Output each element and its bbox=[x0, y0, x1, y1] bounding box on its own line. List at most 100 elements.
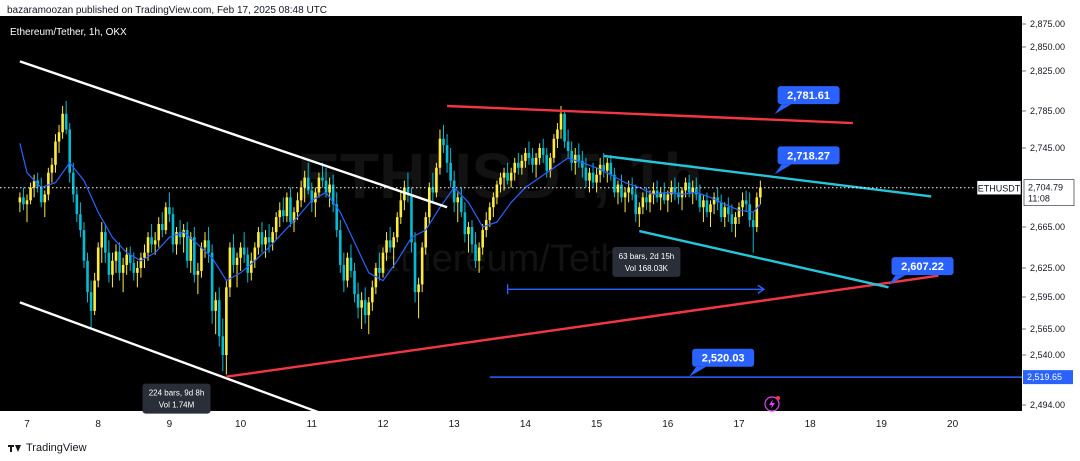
candle bbox=[54, 134, 57, 173]
candle bbox=[502, 167, 506, 191]
candle-body bbox=[666, 194, 670, 201]
candle bbox=[509, 167, 513, 188]
candle bbox=[139, 252, 143, 278]
candle-body bbox=[420, 247, 424, 285]
candle bbox=[114, 244, 118, 273]
candle bbox=[260, 222, 264, 253]
time-tick-label: 10 bbox=[235, 419, 247, 430]
price-callout-box bbox=[777, 146, 840, 165]
time-tick-label: 17 bbox=[733, 419, 745, 430]
candle-body bbox=[114, 251, 118, 261]
candle-body bbox=[29, 187, 32, 201]
candle-body bbox=[207, 240, 210, 253]
candle-body bbox=[381, 252, 385, 273]
candle-body bbox=[271, 232, 274, 243]
candle-body bbox=[200, 247, 203, 271]
candle bbox=[452, 170, 456, 213]
price-tick-label: 2,785.00 bbox=[1030, 106, 1065, 116]
candle bbox=[552, 134, 556, 163]
candle-body bbox=[524, 152, 527, 161]
price-tick-label: 2,745.00 bbox=[1030, 143, 1065, 153]
candle-body bbox=[168, 207, 171, 215]
candle-body bbox=[121, 264, 125, 273]
candle-body bbox=[445, 145, 449, 163]
candle-body bbox=[449, 162, 452, 181]
candle bbox=[506, 162, 509, 185]
candle bbox=[420, 242, 424, 293]
candle bbox=[175, 227, 178, 255]
candle bbox=[516, 152, 520, 175]
candle-body bbox=[442, 138, 445, 146]
price-axis: 2,875.00 2,850.00 2,825.00 2,785.00 2,745.00… bbox=[1022, 19, 1075, 410]
candle bbox=[456, 192, 460, 223]
candle-body bbox=[282, 210, 285, 217]
lightning-icon[interactable] bbox=[764, 396, 780, 412]
last-price-countdown: 11:08 bbox=[1028, 194, 1050, 204]
candle bbox=[744, 190, 748, 213]
candle bbox=[331, 174, 335, 213]
candle bbox=[249, 252, 253, 281]
chart-area[interactable]: ETHUSDT, 1h Ethereum/Tether Ethereum/Tet… bbox=[0, 16, 1080, 436]
candle-body bbox=[264, 237, 267, 245]
candle bbox=[410, 187, 413, 253]
candle bbox=[285, 192, 289, 223]
candle-body bbox=[39, 186, 43, 203]
candle-body bbox=[356, 294, 360, 308]
time-tick-label: 18 bbox=[805, 419, 817, 430]
candle bbox=[570, 141, 573, 171]
candle-body bbox=[335, 204, 339, 231]
candle-body bbox=[96, 247, 100, 281]
candle bbox=[577, 143, 581, 168]
candle-body bbox=[228, 247, 232, 288]
candle-body bbox=[68, 129, 72, 173]
candle bbox=[75, 187, 79, 223]
candle bbox=[620, 174, 623, 203]
candle-body bbox=[221, 336, 225, 355]
candle-body bbox=[374, 268, 378, 288]
candle-body bbox=[321, 177, 324, 181]
candle-body bbox=[662, 192, 666, 201]
candle bbox=[346, 252, 349, 288]
price-tick-label: 2,565.00 bbox=[1030, 324, 1065, 334]
candle bbox=[185, 222, 189, 268]
candle bbox=[595, 167, 598, 193]
candle-body bbox=[267, 237, 271, 243]
horizontal-level-value: 2,519.65 bbox=[1027, 372, 1062, 382]
candle bbox=[460, 187, 463, 218]
candle-body bbox=[296, 200, 299, 213]
candle-body bbox=[698, 194, 702, 208]
candle bbox=[335, 192, 339, 238]
candle bbox=[264, 230, 267, 258]
candle bbox=[68, 123, 72, 183]
candle bbox=[566, 129, 570, 158]
candle-body bbox=[677, 192, 680, 198]
candle bbox=[57, 124, 61, 153]
candle-body bbox=[556, 129, 559, 139]
candle bbox=[605, 157, 609, 183]
candle bbox=[534, 152, 538, 178]
price-callout-box bbox=[692, 348, 755, 367]
candle-body bbox=[702, 200, 705, 208]
candle-body bbox=[492, 197, 495, 208]
candle bbox=[289, 187, 292, 227]
candle bbox=[214, 292, 217, 335]
candle-body bbox=[431, 187, 435, 193]
candle bbox=[164, 202, 168, 235]
candle bbox=[225, 280, 228, 375]
candle bbox=[150, 224, 153, 253]
candle-body bbox=[171, 214, 175, 245]
candle-body bbox=[93, 280, 96, 311]
range-info-volume: Vol 168.03K bbox=[625, 264, 669, 273]
candle-body bbox=[338, 230, 342, 265]
candle bbox=[716, 187, 719, 211]
candle-body bbox=[139, 257, 143, 268]
time-axis-background bbox=[0, 411, 1080, 436]
chart-svg[interactable]: ETHUSDT, 1h Ethereum/Tether Ethereum/Tet… bbox=[0, 16, 1080, 436]
trendlines-layer bbox=[19, 60, 939, 422]
time-tick-label: 15 bbox=[591, 419, 603, 430]
candle bbox=[356, 282, 360, 319]
candle bbox=[563, 111, 566, 148]
tradingview-footer: TradingView bbox=[8, 442, 87, 454]
candle-body bbox=[452, 180, 456, 203]
